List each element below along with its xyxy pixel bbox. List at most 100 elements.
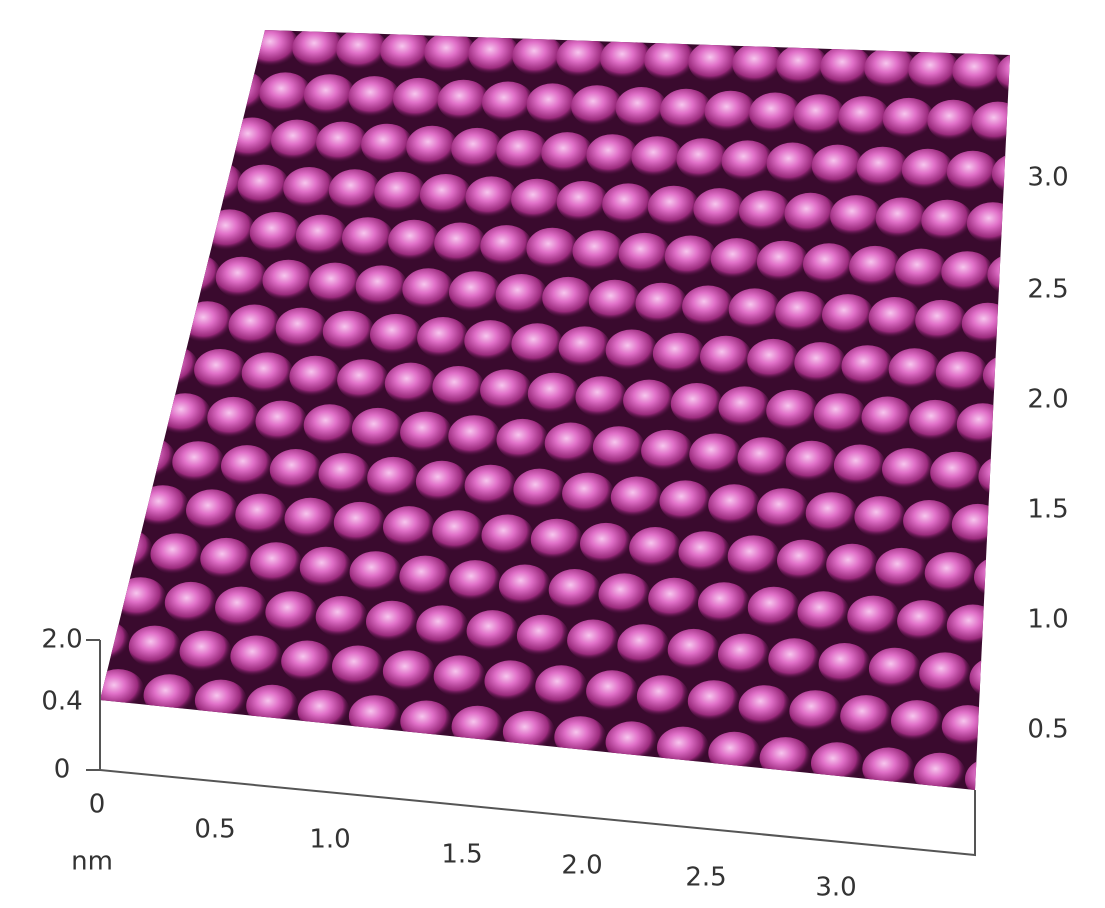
atom — [172, 441, 224, 483]
atom — [915, 300, 967, 342]
atom — [207, 397, 259, 439]
atom — [882, 448, 934, 490]
atom — [996, 52, 1048, 94]
atom — [641, 430, 693, 472]
atom — [586, 670, 638, 712]
atom — [298, 690, 350, 732]
atom — [876, 198, 928, 240]
atom — [849, 246, 901, 288]
atom — [448, 415, 500, 457]
x-tick-label: 3.0 — [815, 873, 856, 903]
atom — [499, 565, 551, 607]
atom — [947, 605, 999, 647]
atom — [648, 186, 700, 228]
x-unit: nm — [71, 847, 113, 877]
atom — [374, 172, 426, 214]
atom — [383, 650, 435, 692]
atom — [826, 544, 878, 586]
atom — [400, 701, 452, 743]
atom — [517, 615, 569, 657]
atom — [399, 556, 451, 598]
atom — [124, 437, 176, 479]
atom — [857, 147, 909, 189]
atom — [636, 283, 688, 325]
atom — [195, 680, 247, 722]
atom — [738, 437, 790, 479]
atom — [400, 412, 452, 454]
atom — [319, 453, 371, 495]
atom — [660, 89, 712, 131]
atom — [786, 441, 838, 483]
atom — [952, 504, 1004, 546]
atom — [748, 587, 800, 629]
atom — [962, 303, 1014, 345]
atom — [974, 556, 1026, 598]
atom — [606, 721, 658, 763]
atom — [432, 510, 484, 552]
atom — [511, 323, 563, 365]
atom — [265, 591, 317, 633]
atom — [137, 485, 189, 527]
atom — [316, 122, 368, 164]
atom — [276, 308, 328, 350]
atom — [78, 621, 130, 663]
atom — [657, 727, 709, 769]
atom — [586, 134, 638, 176]
atom — [718, 634, 770, 676]
atom — [250, 212, 302, 254]
y-tick-label: 3.0 — [1027, 163, 1068, 193]
atom — [388, 220, 440, 262]
atom — [334, 502, 386, 544]
atom — [406, 126, 458, 168]
atom — [496, 274, 548, 316]
atom — [464, 320, 516, 362]
atom — [902, 149, 954, 191]
atom — [480, 369, 532, 411]
atom — [593, 426, 645, 468]
atom — [757, 241, 809, 283]
y-tick-label: 2.5 — [1027, 275, 1068, 305]
atom — [814, 393, 866, 435]
atom — [349, 695, 401, 737]
atom — [803, 243, 855, 285]
atom — [281, 641, 333, 683]
atom — [271, 120, 323, 162]
atom — [571, 85, 623, 127]
atom — [557, 181, 609, 223]
atom — [250, 542, 302, 584]
atom — [356, 265, 408, 307]
atom — [838, 96, 890, 138]
atom — [449, 271, 501, 313]
atom — [637, 675, 689, 717]
atom — [420, 174, 472, 216]
y-tick-label: 1.5 — [1027, 495, 1068, 525]
atom — [606, 330, 658, 372]
atom — [263, 260, 315, 302]
atom — [869, 297, 921, 339]
atom — [842, 345, 894, 387]
x-tick-label: 2.0 — [561, 851, 602, 881]
atom — [559, 326, 611, 368]
atom — [350, 551, 402, 593]
atom — [830, 195, 882, 237]
atom — [316, 596, 368, 638]
atom — [927, 100, 979, 142]
atom — [775, 291, 827, 333]
atom — [385, 363, 437, 405]
atom — [1009, 306, 1061, 348]
atom — [729, 288, 781, 330]
atom — [822, 294, 874, 336]
atom — [972, 102, 1024, 144]
atom — [705, 91, 757, 133]
atom — [936, 352, 988, 394]
atom — [180, 631, 232, 673]
atom — [660, 480, 712, 522]
atom — [862, 748, 914, 790]
atom — [767, 143, 819, 185]
atom — [947, 151, 999, 193]
atom — [970, 657, 1022, 699]
atom — [602, 183, 654, 225]
atom — [229, 305, 281, 347]
atom — [467, 610, 519, 652]
atom — [749, 93, 801, 135]
